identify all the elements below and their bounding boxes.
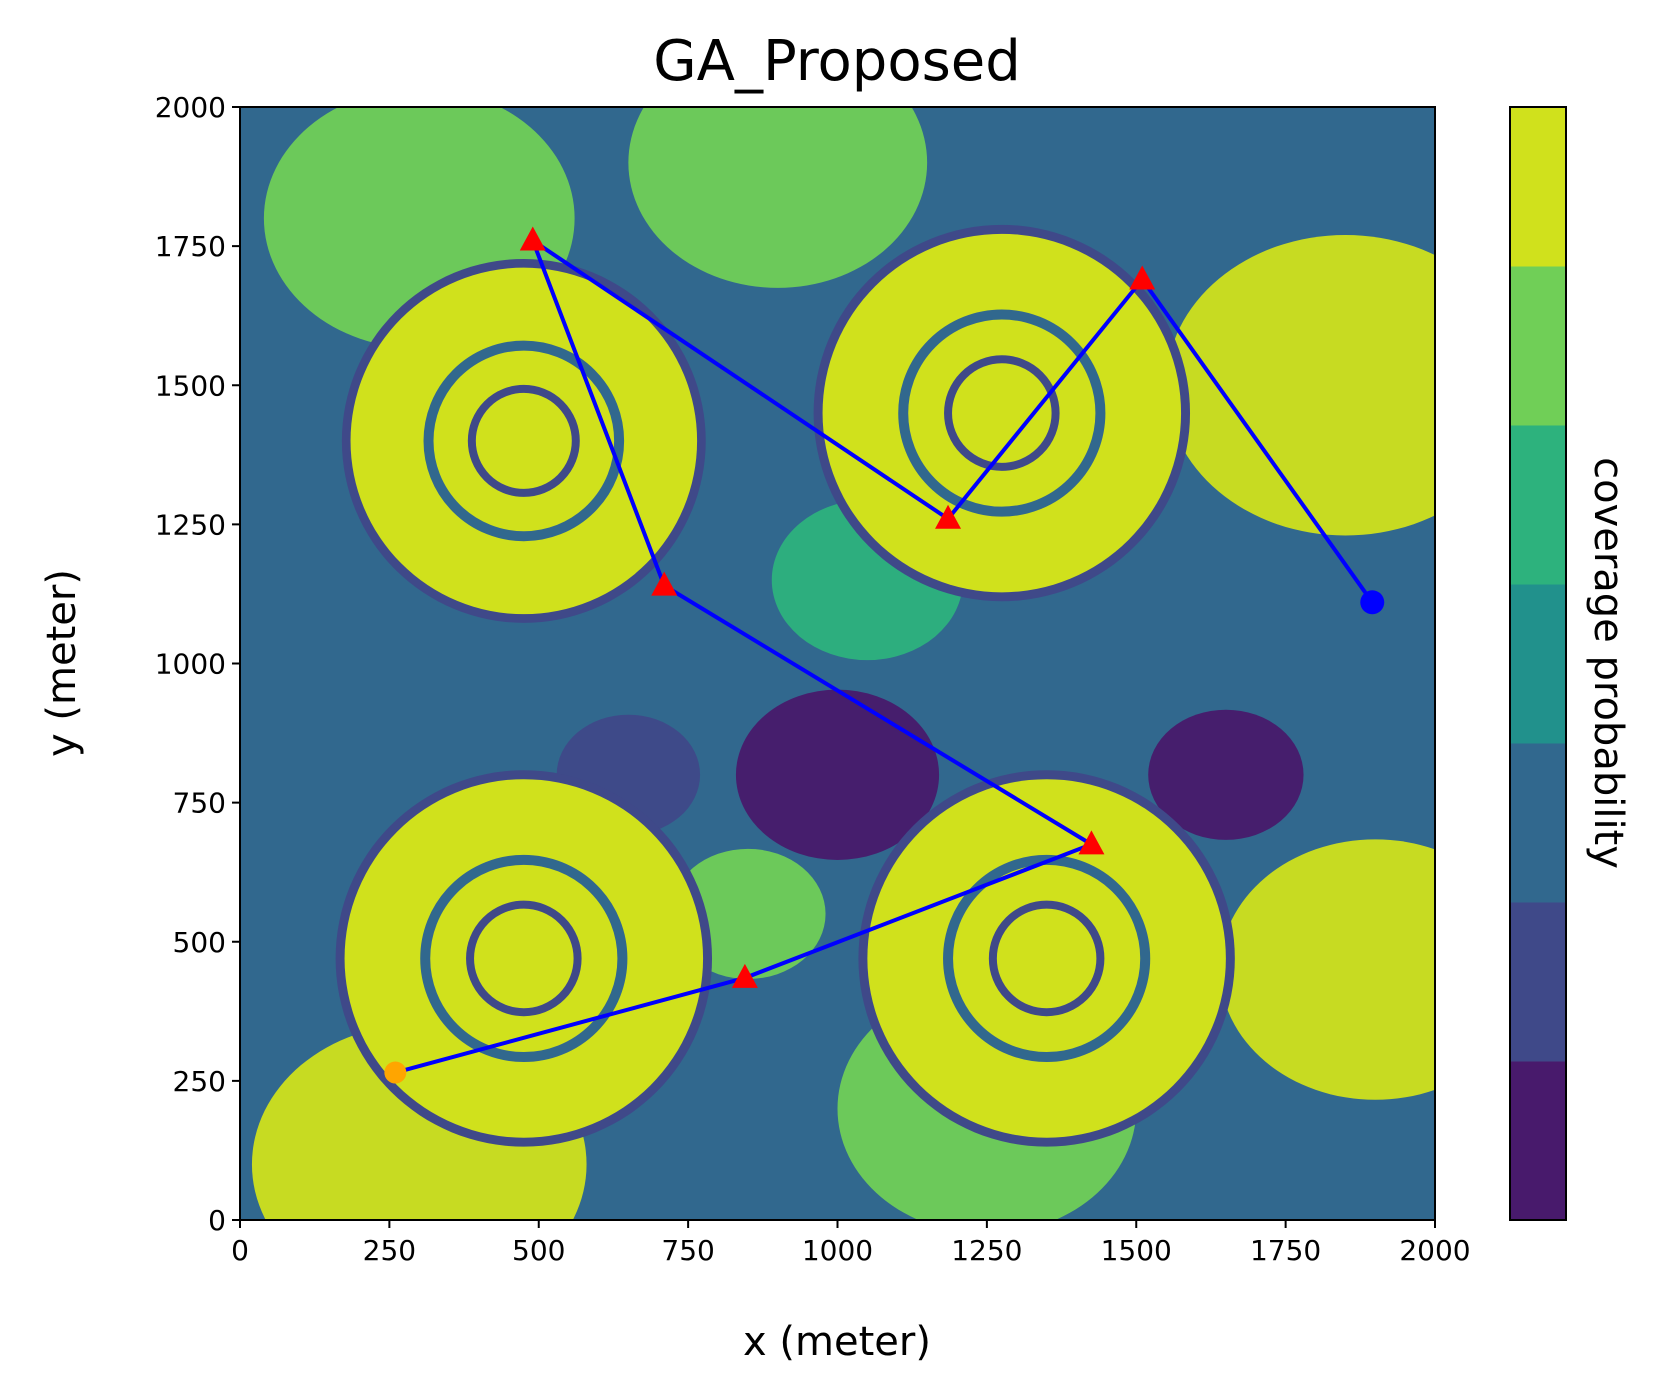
y-axis: 0 250 500 750 1000 1250 1500 1750 2000 <box>155 91 240 1237</box>
x-tick-label: 750 <box>661 1234 714 1267</box>
plot-area <box>239 106 1436 1221</box>
x-tick-label: 1750 <box>1250 1234 1321 1267</box>
sensor-ring-core <box>944 355 1060 471</box>
y-tick-label: 1000 <box>155 648 226 681</box>
x-tick-label: 2000 <box>1399 1234 1470 1267</box>
path-line <box>394 235 1374 1075</box>
x-axis: 0 250 500 750 1000 1250 1500 1750 2000 <box>231 1220 1471 1267</box>
heatmap-blob <box>1148 709 1304 840</box>
waypoint-marker <box>935 504 962 529</box>
x-tick-label: 1250 <box>951 1234 1022 1267</box>
sensor-ring-fill <box>867 779 1226 1138</box>
sensor-ring-core <box>988 900 1105 1017</box>
y-tick-label: 250 <box>173 1065 226 1098</box>
colorbar <box>1509 106 1567 1221</box>
flight-path <box>384 226 1385 1084</box>
sensor-ring-inner <box>423 340 625 542</box>
sensor-ring-inner <box>420 854 628 1063</box>
sensor-rings <box>335 224 1235 1147</box>
heatmap-blob <box>1166 235 1435 536</box>
sensor-ring-fill <box>344 779 704 1138</box>
heatmap-blob <box>735 689 940 860</box>
sensor-ring-core <box>466 900 582 1017</box>
colorbar-label: coverage probability <box>1585 457 1631 869</box>
colorbar-frame <box>1509 106 1567 1221</box>
x-axis-label: x (meter) <box>743 1319 931 1365</box>
y-tick-label: 500 <box>173 926 226 959</box>
y-tick-label: 2000 <box>155 91 226 124</box>
y-tick-label: 1750 <box>155 230 226 263</box>
sensor-ring-fill <box>350 267 698 615</box>
waypoint-marker <box>1078 830 1105 855</box>
y-tick-label: 0 <box>208 1204 226 1237</box>
colorbar-segment <box>1510 107 1566 267</box>
waypoint-marker <box>1129 265 1156 290</box>
x-tick-label: 1500 <box>1101 1234 1172 1267</box>
heatmap-blob <box>628 107 928 288</box>
y-tick-label: 1500 <box>155 369 226 402</box>
sensor-ring-fill <box>822 233 1182 593</box>
waypoint-marker <box>519 226 546 251</box>
y-axis-label: y (meter) <box>39 569 85 757</box>
x-tick-label: 1000 <box>802 1234 873 1267</box>
colorbar-segment <box>1510 743 1566 903</box>
colorbar-segment <box>1510 266 1566 426</box>
end-point-marker <box>1360 590 1385 615</box>
colorbar-segment <box>1510 425 1566 585</box>
start-point-marker <box>384 1061 407 1084</box>
y-tick-label: 750 <box>173 787 226 820</box>
sensor-ring-inner <box>898 309 1106 517</box>
chart-title: GA_Proposed <box>653 29 1021 94</box>
heatmap-blob <box>1219 839 1435 1100</box>
colorbar-segment <box>1510 1061 1566 1221</box>
x-tick-label: 250 <box>363 1234 416 1267</box>
sensor-ring-core <box>467 384 580 497</box>
x-tick-label: 500 <box>512 1234 565 1267</box>
waypoint-marker <box>651 571 678 596</box>
waypoint-marker <box>731 963 758 988</box>
x-tick-label: 0 <box>231 1234 249 1267</box>
y-tick-label: 1250 <box>155 508 226 541</box>
colorbar-segment <box>1510 584 1566 744</box>
colorbar-segment <box>1510 902 1566 1062</box>
